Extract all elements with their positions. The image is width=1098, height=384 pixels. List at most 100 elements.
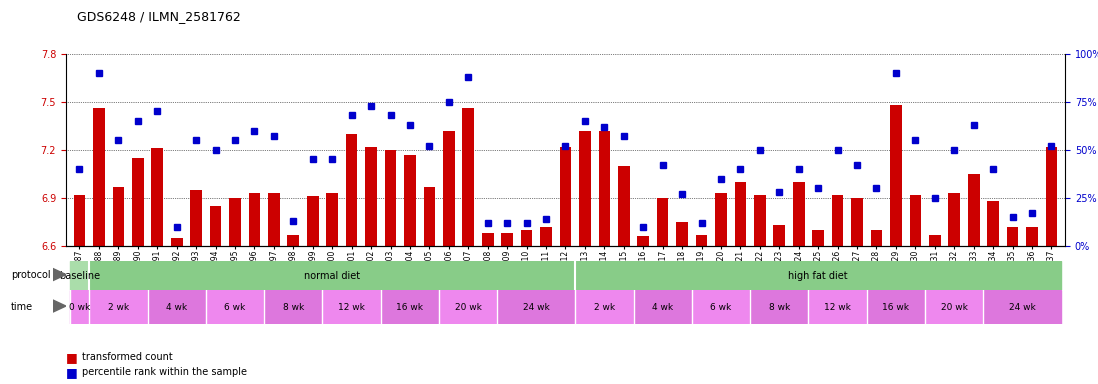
Bar [265,290,323,324]
Bar [70,290,89,324]
Text: ■: ■ [66,351,78,364]
Bar [152,148,164,246]
Bar [657,198,669,246]
Bar [1045,147,1057,246]
Bar [851,198,863,246]
Bar [560,147,571,246]
Bar [618,166,629,246]
Text: 20 wk: 20 wk [455,303,482,312]
Bar [735,182,747,246]
Bar [1007,227,1019,246]
Bar [89,290,147,324]
Bar [676,222,688,246]
Text: 8 wk: 8 wk [769,303,789,312]
Bar [575,261,1061,290]
Text: normal diet: normal diet [304,270,360,281]
Bar [520,230,533,246]
Polygon shape [53,268,66,281]
Bar [967,174,979,246]
Bar [404,154,416,246]
Bar [634,290,692,324]
Bar [268,193,280,246]
Bar [808,290,866,324]
Bar [229,198,240,246]
Bar [147,290,205,324]
Bar [987,201,999,246]
Bar [248,193,260,246]
Text: 6 wk: 6 wk [224,303,246,312]
Bar [132,158,144,246]
Bar [832,195,843,246]
Bar [93,108,104,246]
Text: baseline: baseline [59,270,100,281]
Bar [984,290,1061,324]
Text: transformed count: transformed count [82,352,173,362]
Text: 0 wk: 0 wk [69,303,90,312]
Bar [579,131,591,246]
Bar [692,290,750,324]
Bar [205,290,265,324]
Bar [715,193,727,246]
Text: 2 wk: 2 wk [594,303,615,312]
Text: time: time [11,302,33,312]
Bar [754,195,765,246]
Bar [598,131,610,246]
Bar [750,290,808,324]
Text: 4 wk: 4 wk [166,303,188,312]
Bar [112,187,124,246]
Text: ■: ■ [66,366,78,379]
Bar [909,195,921,246]
Bar [190,190,202,246]
Bar [171,238,182,246]
Bar [793,182,805,246]
Bar [89,261,575,290]
Bar [949,193,960,246]
Text: 12 wk: 12 wk [338,303,365,312]
Bar [74,195,86,246]
Text: 20 wk: 20 wk [941,303,967,312]
Bar [366,147,377,246]
Text: high fat diet: high fat diet [788,270,848,281]
Polygon shape [53,300,66,312]
Bar [813,230,824,246]
Bar [210,206,222,246]
Bar [384,150,396,246]
Bar [696,235,707,246]
Text: percentile rank within the sample: percentile rank within the sample [82,367,247,377]
Text: protocol: protocol [11,270,51,280]
Bar [346,134,358,246]
Bar [638,236,649,246]
Bar [307,196,318,246]
Text: 8 wk: 8 wk [282,303,304,312]
Text: 16 wk: 16 wk [396,303,424,312]
Bar [323,290,381,324]
Bar [70,261,89,290]
Bar [442,131,455,246]
Bar [462,108,474,246]
Text: 16 wk: 16 wk [883,303,909,312]
Text: 6 wk: 6 wk [710,303,731,312]
Bar [439,290,497,324]
Bar [871,230,883,246]
Bar [326,193,338,246]
Bar [575,290,634,324]
Text: 4 wk: 4 wk [652,303,673,312]
Bar [926,290,984,324]
Text: GDS6248 / ILMN_2581762: GDS6248 / ILMN_2581762 [77,10,240,23]
Bar [890,105,901,246]
Bar [424,187,435,246]
Text: 24 wk: 24 wk [523,303,550,312]
Bar [1027,227,1038,246]
Bar [288,235,299,246]
Bar [502,233,513,246]
Bar [381,290,439,324]
Bar [497,290,575,324]
Bar [540,227,552,246]
Bar [773,225,785,246]
Bar [482,233,493,246]
Text: 2 wk: 2 wk [108,303,128,312]
Text: 24 wk: 24 wk [1009,303,1035,312]
Bar [929,235,941,246]
Text: 12 wk: 12 wk [825,303,851,312]
Bar [866,290,926,324]
